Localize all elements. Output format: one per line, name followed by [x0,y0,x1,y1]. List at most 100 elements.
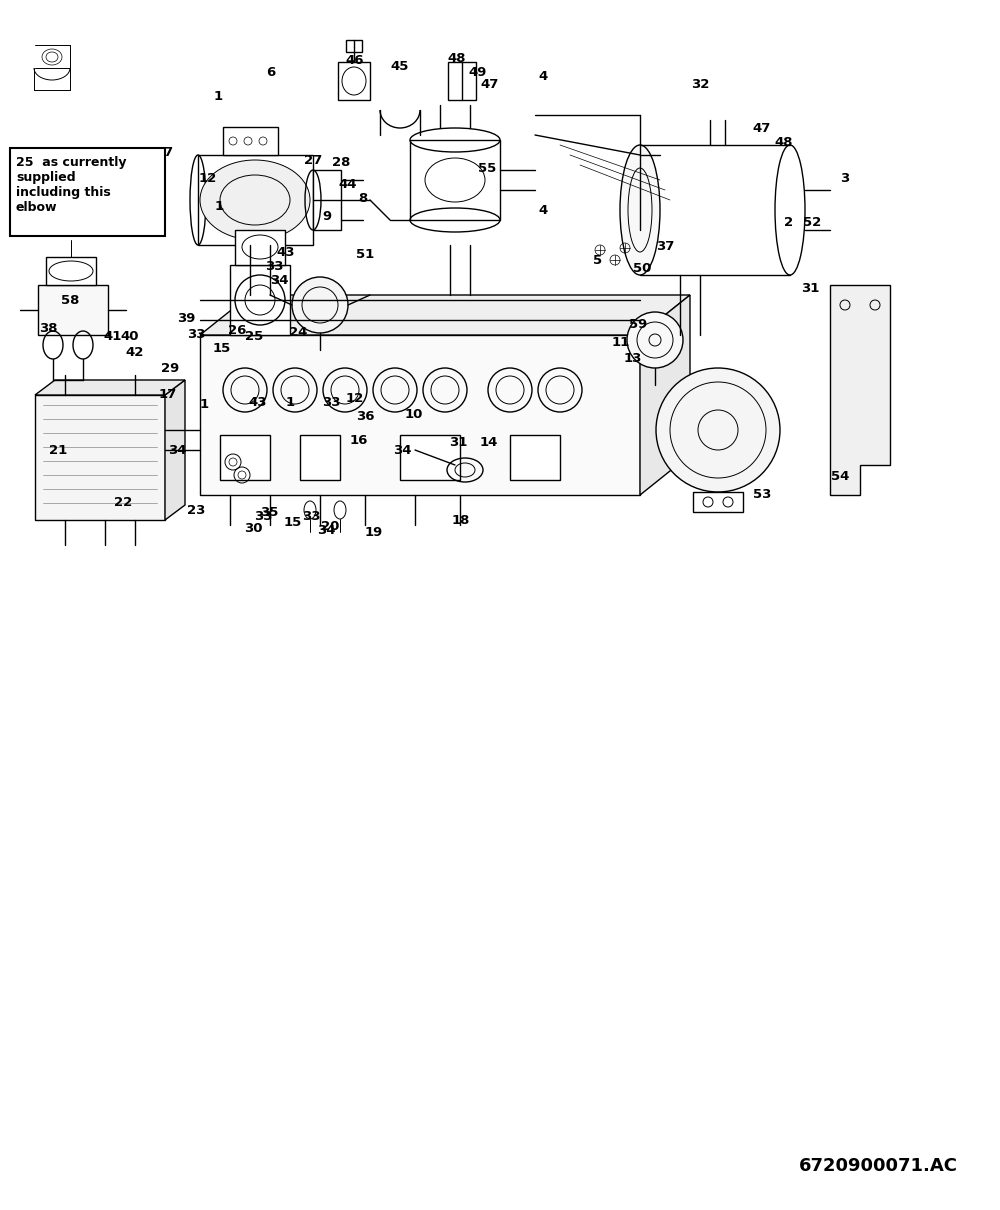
Text: 41: 41 [104,330,122,344]
Text: 12: 12 [346,392,364,404]
Text: 6: 6 [266,65,276,79]
Text: 7: 7 [163,145,173,159]
Bar [198,155,313,244]
Text: 48: 48 [448,52,466,64]
Bar [220,436,270,480]
Bar [346,40,362,52]
Text: 53: 53 [753,488,771,501]
Text: 39: 39 [177,312,195,325]
Polygon shape [165,380,185,520]
Text: 15: 15 [213,341,231,355]
Text: 11: 11 [612,335,630,348]
Text: 1: 1 [213,91,223,104]
Text: 35: 35 [260,506,278,519]
Text: 12: 12 [199,172,217,184]
Text: 21: 21 [49,444,67,457]
Text: 14: 14 [480,437,498,449]
Text: 42: 42 [126,346,144,358]
Text: 34: 34 [168,444,186,457]
Text: 33: 33 [254,509,272,523]
Text: 30: 30 [244,522,262,535]
Ellipse shape [292,277,348,333]
Bar [235,230,285,265]
Text: 40: 40 [121,330,139,344]
Text: 33: 33 [302,509,320,523]
Text: 16: 16 [350,433,368,446]
Text: 6720900071.AC: 6720900071.AC [799,1157,958,1175]
Text: 49: 49 [469,65,487,79]
Text: 47: 47 [753,121,771,134]
Text: 50: 50 [633,263,651,276]
Text: 52: 52 [803,215,821,229]
Bar [200,335,640,495]
Text: 26: 26 [228,324,246,338]
Text: 33: 33 [322,397,340,409]
Polygon shape [35,380,185,394]
Text: 59: 59 [629,318,647,332]
Text: 13: 13 [624,351,642,364]
Bar [448,62,476,100]
Ellipse shape [656,368,780,492]
Text: 22: 22 [114,496,132,509]
Text: 4: 4 [538,203,548,217]
Ellipse shape [620,145,660,275]
Text: 23: 23 [187,503,205,517]
Text: 48: 48 [775,137,793,150]
Bar [313,169,341,230]
Polygon shape [640,295,690,495]
Text: 37: 37 [656,240,674,253]
Text: 36: 36 [356,409,374,422]
Text: 34: 34 [317,524,335,536]
Text: 25  as currently
supplied
including this
elbow: 25 as currently supplied including this … [16,156,126,214]
Text: 1: 1 [214,201,224,213]
Bar [230,265,290,335]
Text: 25: 25 [245,329,263,342]
Polygon shape [200,295,690,335]
Text: 38: 38 [39,322,57,334]
Text: 1: 1 [199,398,209,410]
Text: 27: 27 [304,155,322,167]
Bar [38,286,108,335]
Bar [10,148,165,236]
Text: 10: 10 [405,408,423,421]
Text: 3: 3 [840,172,850,184]
Text: 32: 32 [691,79,709,92]
Bar [300,436,340,480]
Bar [35,394,165,520]
Text: 29: 29 [161,362,179,375]
Text: 45: 45 [391,60,409,74]
Text: 8: 8 [358,191,368,204]
Text: 15: 15 [284,517,302,530]
Text: 44: 44 [339,179,357,191]
Ellipse shape [200,160,310,240]
Polygon shape [830,286,890,495]
Bar [223,127,278,155]
Text: 34: 34 [393,444,411,456]
Text: 5: 5 [593,254,603,267]
Text: 43: 43 [277,247,295,259]
Text: 47: 47 [481,77,499,91]
Text: 51: 51 [356,248,374,260]
Text: 54: 54 [831,469,849,483]
Text: 46: 46 [346,53,364,67]
Text: 9: 9 [322,209,332,223]
Bar [338,62,370,100]
Text: 18: 18 [452,514,470,528]
Text: 31: 31 [801,282,819,295]
Text: 17: 17 [159,388,177,402]
Text: 1: 1 [285,397,295,409]
Ellipse shape [627,312,683,368]
Text: 58: 58 [61,294,79,307]
Bar [510,436,560,480]
Bar [410,140,500,220]
Text: 20: 20 [321,519,339,532]
Text: 4: 4 [538,69,548,82]
Bar [400,436,460,480]
Bar [693,492,743,512]
Text: 34: 34 [270,275,288,288]
Text: 43: 43 [249,397,267,409]
Text: 24: 24 [289,327,307,340]
Text: 2: 2 [784,215,794,229]
Text: 28: 28 [332,156,350,169]
Bar [46,257,96,286]
